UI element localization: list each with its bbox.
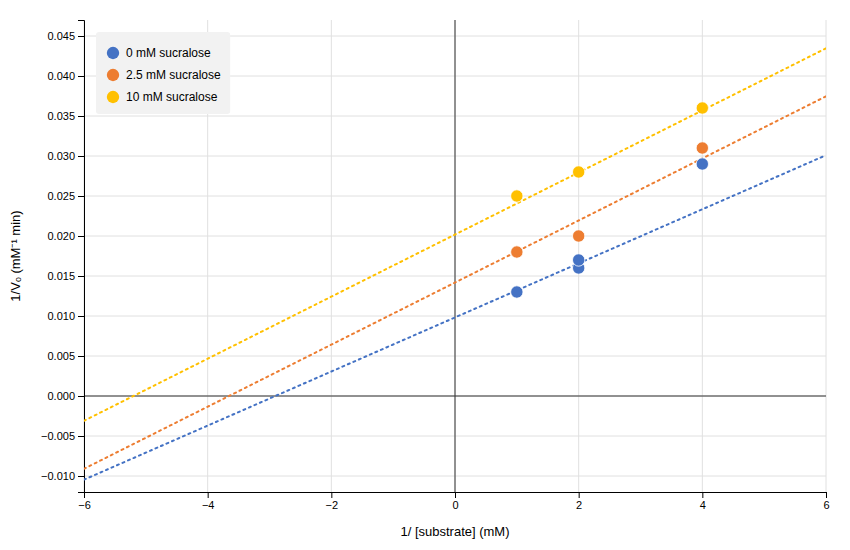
y-tick-label: 0.040 [47, 70, 75, 82]
x-tick-label: −6 [78, 499, 91, 511]
series-points [511, 102, 709, 202]
x-tick-mark [208, 492, 209, 498]
point [696, 142, 708, 154]
legend-box [96, 32, 230, 114]
point [696, 158, 708, 170]
x-tick-mark [579, 492, 580, 498]
series-points [511, 158, 709, 298]
x-tick-mark [826, 492, 827, 498]
y-tick-label: 0.010 [47, 310, 75, 322]
x-tick: 6 [823, 492, 829, 511]
x-tick-label: 2 [576, 499, 582, 511]
y-tick: 0.020 [47, 230, 84, 242]
y-tick-mark [78, 236, 84, 237]
y-tick-label: −0.010 [41, 470, 75, 482]
x-tick: −2 [326, 492, 339, 511]
point [511, 286, 523, 298]
x-tick-mark [331, 492, 332, 498]
y-tick-mark [78, 316, 84, 317]
point [572, 230, 584, 242]
point [511, 246, 523, 258]
x-tick-label: 4 [700, 499, 706, 511]
series-points [511, 142, 709, 258]
legend-swatch [107, 91, 119, 103]
y-axis-line [78, 21, 85, 493]
point [572, 166, 584, 178]
x-tick: 0 [452, 492, 458, 511]
y-tick: 0.005 [47, 350, 84, 362]
y-tick: −0.005 [41, 430, 84, 442]
y-tick: 0.030 [47, 150, 84, 162]
y-tick-label: 0.045 [47, 30, 75, 42]
x-tick: −6 [78, 492, 91, 511]
y-tick: −0.010 [41, 470, 84, 482]
trend-line [84, 155, 826, 479]
legend-label: 10 mM sucralose [126, 90, 218, 104]
legend-swatch [107, 47, 119, 59]
y-tick: 0.040 [47, 70, 84, 82]
legend-swatch [107, 69, 119, 81]
legend-item: 10 mM sucralose [107, 90, 218, 104]
y-tick-mark [78, 396, 84, 397]
x-tick-label: 0 [452, 499, 458, 511]
x-tick: 2 [576, 492, 582, 511]
y-tick-label: 0.025 [47, 190, 75, 202]
y-tick-label: 0.035 [47, 110, 75, 122]
y-tick: 0.035 [47, 110, 84, 122]
y-tick-label: 0.000 [47, 390, 75, 402]
y-tick-label: 0.020 [47, 230, 75, 242]
x-tick-mark [455, 492, 456, 498]
y-tick-mark [78, 276, 84, 277]
grid [84, 20, 826, 492]
chart: −6 −4 −2 0 2 4 6 −0.010 −0.005 0.000 0.005 0.010 0.0… [0, 0, 850, 550]
x-tick-label: −4 [202, 499, 215, 511]
legend-label: 0 mM sucralose [126, 46, 211, 60]
y-tick-label: 0.015 [47, 270, 75, 282]
point [511, 190, 523, 202]
y-tick-mark [78, 196, 84, 197]
x-axis-title: 1/ [substrate] (mM) [400, 524, 509, 539]
y-tick: 0.025 [47, 190, 84, 202]
x-tick-label: 6 [823, 499, 829, 511]
y-tick: 0.000 [47, 390, 84, 402]
y-tick-label: 0.030 [47, 150, 75, 162]
y-tick-mark [78, 356, 84, 357]
y-tick-mark [78, 36, 84, 37]
y-tick-mark [78, 436, 84, 437]
y-tick-label: −0.005 [41, 430, 75, 442]
y-tick: 0.045 [47, 30, 84, 42]
y-tick-label: 0.005 [47, 350, 75, 362]
grid-line-x [826, 20, 827, 492]
legend: 0 mM sucralose 2.5 mM sucralose 10 mM sucr… [96, 32, 230, 114]
y-tick-mark [78, 476, 84, 477]
grid-line-x [331, 20, 332, 492]
point [572, 254, 584, 266]
y-tick-mark [78, 156, 84, 157]
y-tick: 0.010 [47, 310, 84, 322]
legend-item: 2.5 mM sucralose [107, 68, 221, 82]
x-tick: −4 [202, 492, 215, 511]
legend-item: 0 mM sucralose [107, 46, 211, 60]
point [696, 102, 708, 114]
y-tick-mark [78, 76, 84, 77]
y-axis-title: 1/Vₒ (mM⁻¹ min) [8, 210, 23, 301]
x-axis: −6 −4 −2 0 2 4 6 [78, 492, 829, 511]
x-axis-line [85, 493, 827, 499]
trend-line [84, 96, 826, 468]
legend-label: 2.5 mM sucralose [126, 68, 221, 82]
zero-line-x [455, 20, 456, 492]
y-tick: 0.015 [47, 270, 84, 282]
y-axis: −0.010 −0.005 0.000 0.005 0.010 0.015 0.020 0.0… [41, 21, 84, 493]
grid-line-x [702, 20, 703, 492]
x-tick-mark [702, 492, 703, 498]
zero-lines [84, 20, 826, 492]
y-tick-mark [78, 116, 84, 117]
x-tick-label: −2 [326, 499, 339, 511]
x-tick: 4 [700, 492, 706, 511]
trend-line [84, 48, 826, 420]
grid-line-x [455, 20, 456, 492]
